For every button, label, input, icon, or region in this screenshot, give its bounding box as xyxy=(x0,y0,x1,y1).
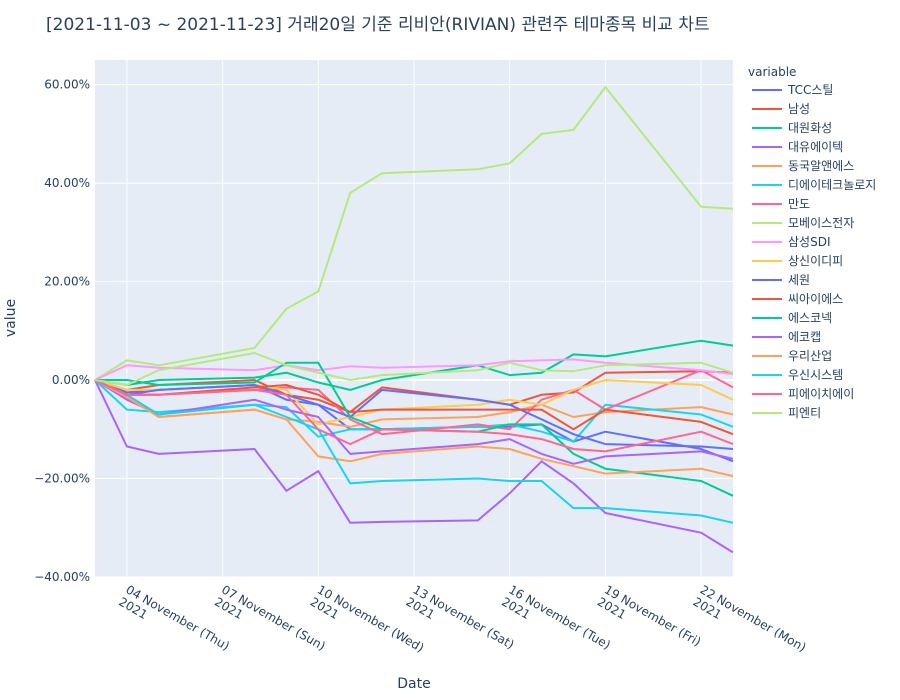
legend-item[interactable]: 피에이치에이 xyxy=(752,387,854,401)
y-tick-labels: 60.00% 40.00% 20.00% 0.00% −20.00% −40.00% xyxy=(34,78,90,584)
legend-label: 남성 xyxy=(788,102,810,116)
legend-item[interactable]: 대유에이텍 xyxy=(752,140,843,154)
legend-label: 세원 xyxy=(788,273,810,287)
y-tick-label: −40.00% xyxy=(34,570,90,584)
legend-label: 씨아이에스 xyxy=(788,292,843,306)
grid-lines xyxy=(95,60,733,578)
chart-title: [2021-11-03 ~ 2021-11-23] 거래20일 기준 리비안(R… xyxy=(46,15,710,35)
legend-label: 에스코넥 xyxy=(788,311,832,325)
legend-label: 만도 xyxy=(788,197,810,211)
legend-label: 피에이치에이 xyxy=(788,387,854,401)
legend-item[interactable]: 우신시스템 xyxy=(752,368,843,382)
x-tick-labels: 04 November (Thu)2021 07 November (Sun)20… xyxy=(116,582,809,667)
series-line xyxy=(94,379,734,465)
legend-item[interactable]: 만도 xyxy=(752,197,810,211)
legend-label: 에코캡 xyxy=(788,330,821,344)
y-tick-label: 20.00% xyxy=(44,275,90,289)
legend-label: 삼성SDI xyxy=(788,235,830,249)
x-tick-label: 19 November (Fri)2021 xyxy=(595,582,703,661)
series-line xyxy=(94,86,734,381)
legend-item[interactable]: 에스코넥 xyxy=(752,311,832,325)
legend-item[interactable]: 남성 xyxy=(752,102,810,116)
series-line xyxy=(94,352,734,386)
x-tick-label: 04 November (Thu)2021 xyxy=(116,582,232,665)
legend-item[interactable]: 세원 xyxy=(752,273,810,287)
x-tick-label: 10 November (Wed)2021 xyxy=(308,582,427,667)
legend-item[interactable]: 디에이테크놀로지 xyxy=(752,178,876,192)
legend-label: 상신이디피 xyxy=(788,254,843,268)
legend-item[interactable]: 삼성SDI xyxy=(752,235,830,249)
legend-title: variable xyxy=(748,65,796,79)
legend-item[interactable]: 동국알앤에스 xyxy=(752,159,854,173)
series-line xyxy=(94,339,734,391)
legend[interactable]: TCC스틸남성대원화성대유에이텍동국알앤에스디에이테크놀로지만도모베이스전자삼성… xyxy=(752,83,876,420)
x-axis-title: Date xyxy=(397,676,430,692)
legend-item[interactable]: 에코캡 xyxy=(752,330,821,344)
series-lines xyxy=(94,86,734,554)
series-line xyxy=(94,358,734,381)
legend-label: 대원화성 xyxy=(788,121,832,135)
legend-item[interactable]: 피엔티 xyxy=(752,406,821,420)
y-tick-label: 0.00% xyxy=(52,373,90,387)
x-tick-label: 07 November (Sun)2021 xyxy=(212,582,328,665)
legend-label: 우리산업 xyxy=(788,349,832,363)
series-line xyxy=(94,379,734,478)
legend-item[interactable]: 우리산업 xyxy=(752,349,832,363)
series-line xyxy=(94,379,734,554)
legend-label: TCC스틸 xyxy=(787,83,833,97)
x-tick-label: 22 November (Mon)2021 xyxy=(691,582,809,666)
y-axis-title: value xyxy=(3,299,19,337)
series-line xyxy=(94,379,734,453)
legend-item[interactable]: 상신이디피 xyxy=(752,254,843,268)
y-tick-label: 40.00% xyxy=(44,176,90,190)
series-line xyxy=(94,379,734,524)
legend-label: 동국알앤에스 xyxy=(788,159,854,173)
y-tick-label: 60.00% xyxy=(44,78,90,92)
legend-item[interactable]: 모베이스전자 xyxy=(752,216,854,230)
legend-item[interactable]: TCC스틸 xyxy=(752,83,833,97)
x-tick-label: 16 November (Tue)2021 xyxy=(499,582,613,664)
legend-label: 모베이스전자 xyxy=(788,216,854,230)
series-line xyxy=(94,379,734,450)
legend-label: 피엔티 xyxy=(788,406,821,420)
legend-item[interactable]: 씨아이에스 xyxy=(752,292,843,306)
legend-label: 대유에이텍 xyxy=(788,140,843,154)
legend-label: 디에이테크놀로지 xyxy=(788,178,876,192)
legend-label: 우신시스템 xyxy=(788,368,843,382)
y-tick-label: −20.00% xyxy=(34,472,90,486)
legend-item[interactable]: 대원화성 xyxy=(752,121,832,135)
